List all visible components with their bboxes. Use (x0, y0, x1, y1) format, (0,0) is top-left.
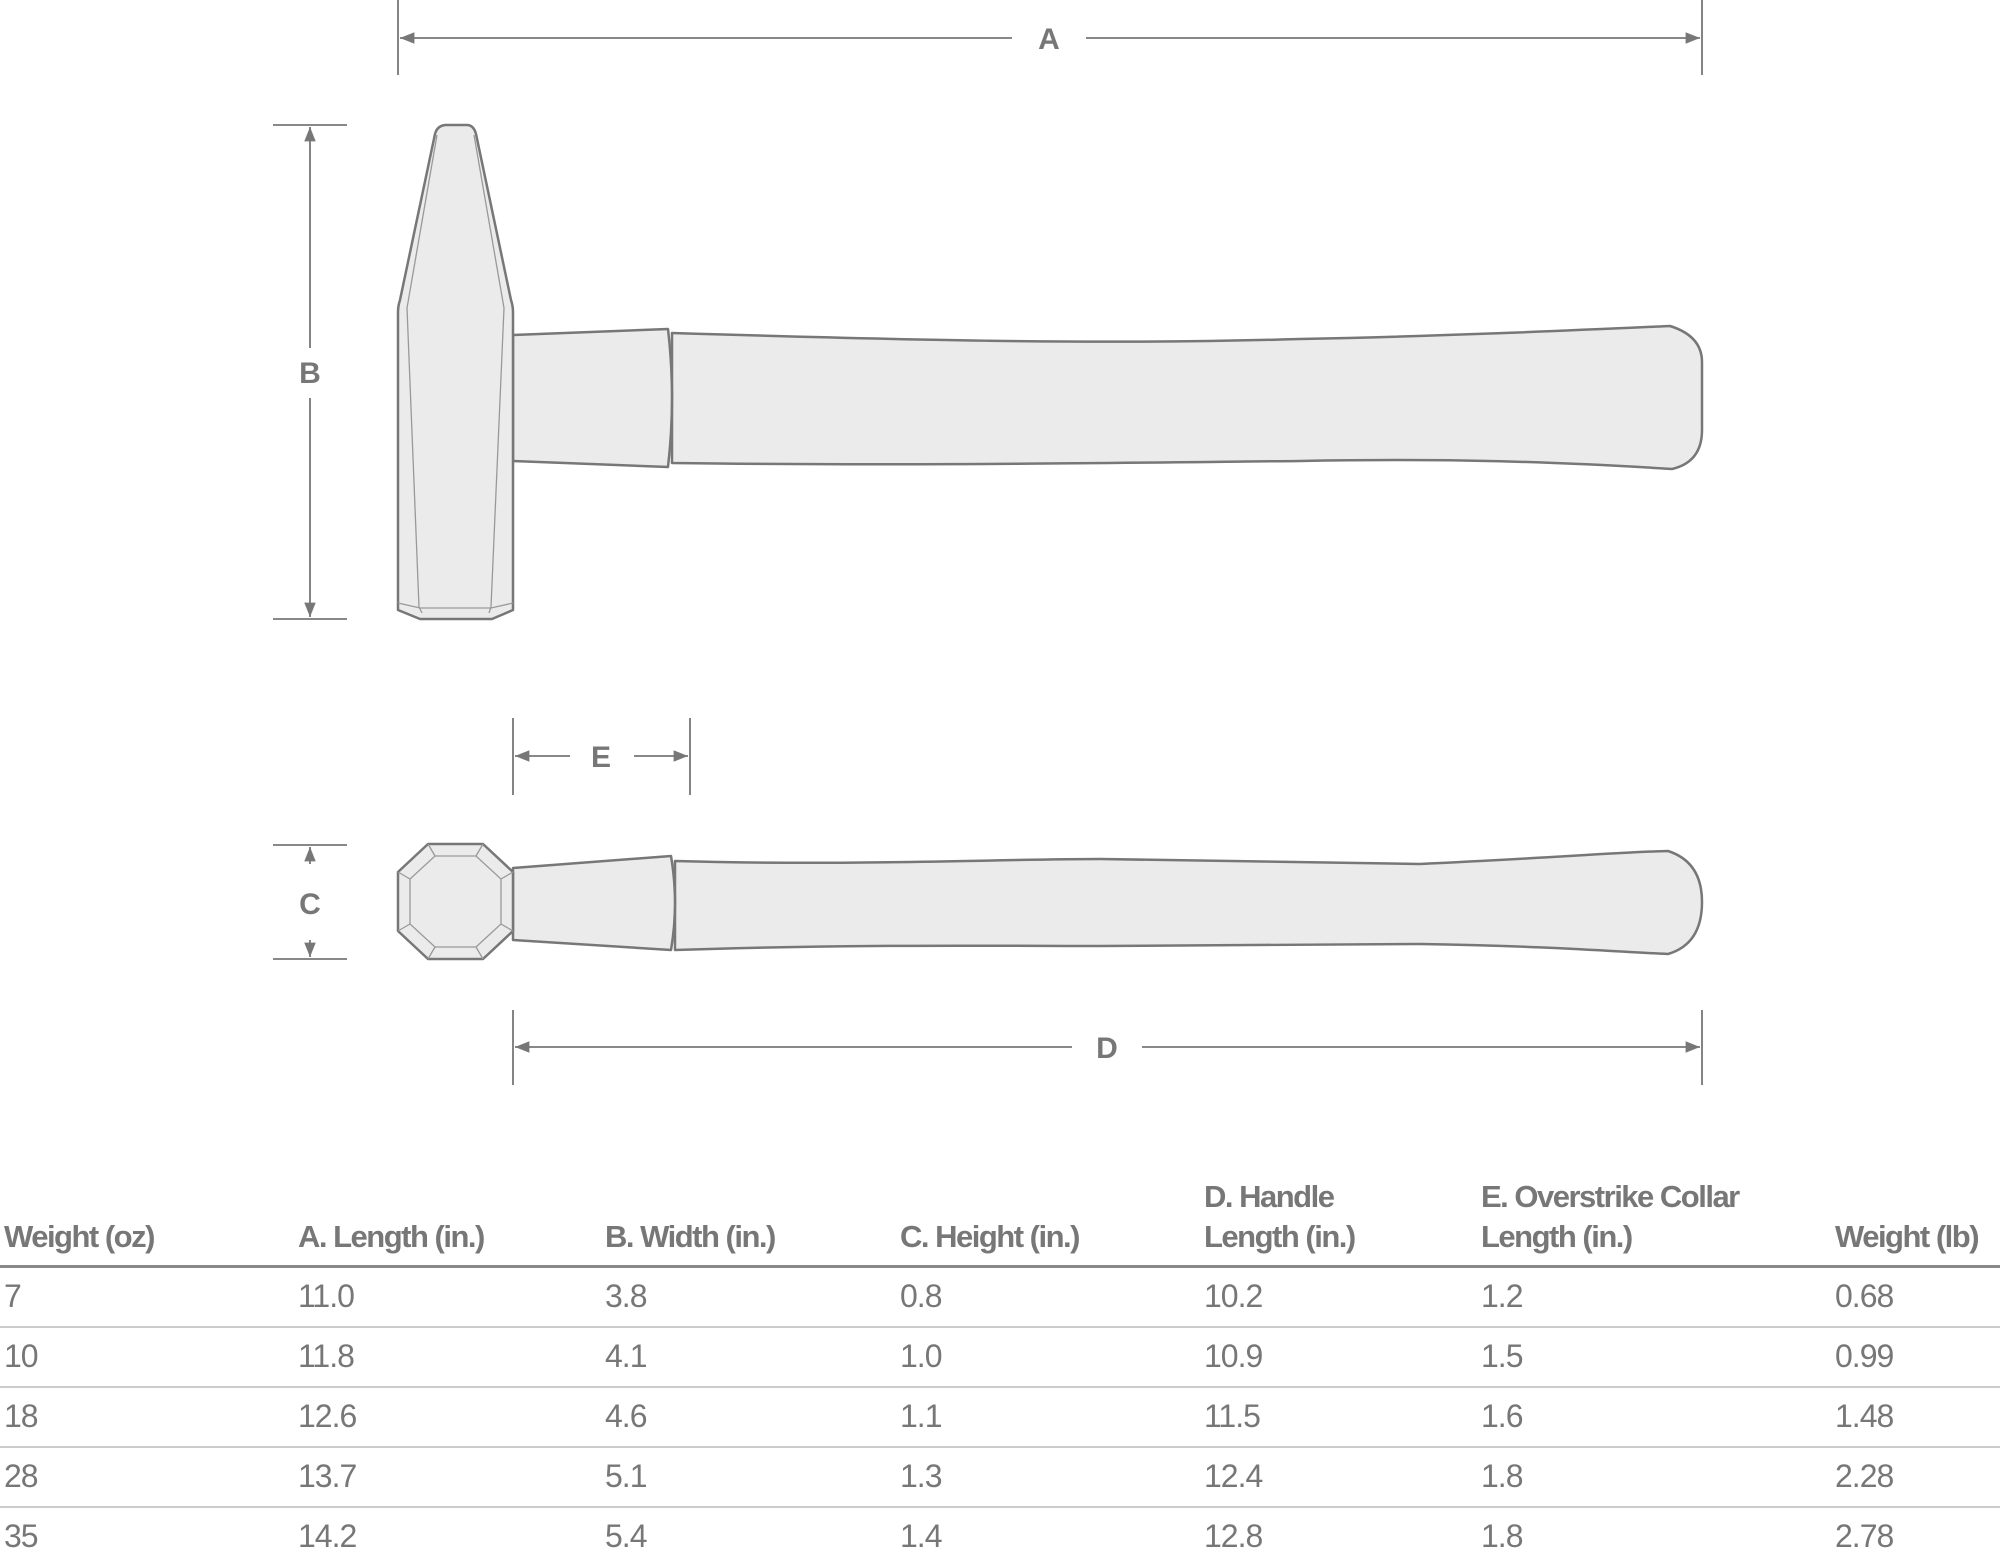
column-header: C. Height (in.) (900, 1217, 1080, 1257)
dimension-d-label: D (1096, 1032, 1118, 1065)
handle-side (670, 324, 1704, 471)
table-row: 18 12.6 4.6 1.1 11.5 1.6 1.48 (0, 1388, 2000, 1448)
hammer-side-view (396, 123, 1704, 621)
column-header-line2: B. Width (in.) (605, 1219, 776, 1254)
table-cell: 18 (4, 1398, 39, 1434)
dimension-a: A (397, 0, 1703, 75)
column-header-line2: Weight (oz) (4, 1219, 155, 1254)
column-header-line1: E. Overstrike Collar (1481, 1179, 1740, 1214)
table-cell: 2.28 (1835, 1458, 1894, 1494)
hammer-head-top (396, 842, 515, 961)
table-cell: 1.48 (1835, 1398, 1894, 1434)
dimension-e-label: E (591, 741, 611, 774)
table-cell: 3.8 (605, 1278, 647, 1314)
column-header: B. Width (in.) (605, 1217, 776, 1257)
table-cell: 4.6 (605, 1398, 647, 1434)
table-cell: 1.0 (900, 1338, 942, 1374)
table-cell: 0.68 (1835, 1278, 1894, 1314)
hammer-head-side (396, 123, 515, 621)
table-cell: 1.8 (1481, 1518, 1523, 1554)
collar-top (511, 854, 677, 952)
table-cell: 12.4 (1204, 1458, 1263, 1494)
dimension-b-label: B (299, 357, 321, 390)
dimension-e: E (512, 718, 691, 795)
table-cell: 11.5 (1204, 1398, 1261, 1434)
table-cell: 7 (4, 1278, 22, 1314)
column-header-line2: A. Length (in.) (298, 1219, 485, 1254)
column-header: Weight (oz) (4, 1217, 155, 1257)
handle-top (673, 849, 1704, 956)
collar-side (511, 327, 674, 469)
table-cell: 11.8 (298, 1338, 355, 1374)
table-cell: 4.1 (605, 1338, 647, 1374)
column-header: E. Overstrike Collar Length (in.) (1481, 1177, 1740, 1257)
column-header: D. Handle Length (in.) (1204, 1177, 1356, 1257)
table-cell: 12.6 (298, 1398, 357, 1434)
dimension-c-label: C (299, 888, 321, 921)
dimension-b: B (273, 124, 347, 620)
table-cell: 1.6 (1481, 1398, 1523, 1434)
column-header: Weight (lb) (1835, 1217, 1980, 1257)
table-row: 28 13.7 5.1 1.3 12.4 1.8 2.28 (0, 1448, 2000, 1508)
table-cell: 2.78 (1835, 1518, 1894, 1554)
table-cell: 0.8 (900, 1278, 942, 1314)
table-row: 35 14.2 5.4 1.4 12.8 1.8 2.78 (0, 1508, 2000, 1566)
column-header-line2: Length (in.) (1204, 1219, 1356, 1254)
dimension-c: C (273, 844, 347, 960)
column-header-line2: Length (in.) (1481, 1219, 1633, 1254)
table-cell: 11.0 (298, 1278, 355, 1314)
column-header-line2: Weight (lb) (1835, 1219, 1980, 1254)
table-cell: 14.2 (298, 1518, 357, 1554)
table-cell: 10 (4, 1338, 39, 1374)
specifications-table: Weight (oz) A. Length (in.) B. Width (in.)… (0, 1175, 2000, 1566)
column-header: A. Length (in.) (298, 1217, 485, 1257)
table-cell: 28 (4, 1458, 39, 1494)
table-cell: 10.9 (1204, 1338, 1263, 1374)
table-cell: 1.3 (900, 1458, 942, 1494)
table-cell: 5.1 (605, 1458, 647, 1494)
table-cell: 1.4 (900, 1518, 942, 1554)
table-row: 7 11.0 3.8 0.8 10.2 1.2 0.68 (0, 1268, 2000, 1328)
dimension-d: D (512, 1010, 1703, 1085)
table-cell: 1.1 (900, 1398, 942, 1434)
table-header-row: Weight (oz) A. Length (in.) B. Width (in.)… (0, 1175, 2000, 1268)
table-cell: 1.2 (1481, 1278, 1523, 1314)
table-cell: 13.7 (298, 1458, 357, 1494)
hammer-top-view (396, 842, 1704, 961)
dimension-a-label: A (1038, 23, 1060, 56)
table-cell: 1.5 (1481, 1338, 1523, 1374)
table-cell: 5.4 (605, 1518, 647, 1554)
table-cell: 12.8 (1204, 1518, 1263, 1554)
column-header-line2: C. Height (in.) (900, 1219, 1080, 1254)
column-header-line1: D. Handle (1204, 1179, 1335, 1214)
table-cell: 10.2 (1204, 1278, 1263, 1314)
table-cell: 1.8 (1481, 1458, 1523, 1494)
table-cell: 35 (4, 1518, 39, 1554)
table-cell: 0.99 (1835, 1338, 1894, 1374)
table-row: 10 11.8 4.1 1.0 10.9 1.5 0.99 (0, 1328, 2000, 1388)
